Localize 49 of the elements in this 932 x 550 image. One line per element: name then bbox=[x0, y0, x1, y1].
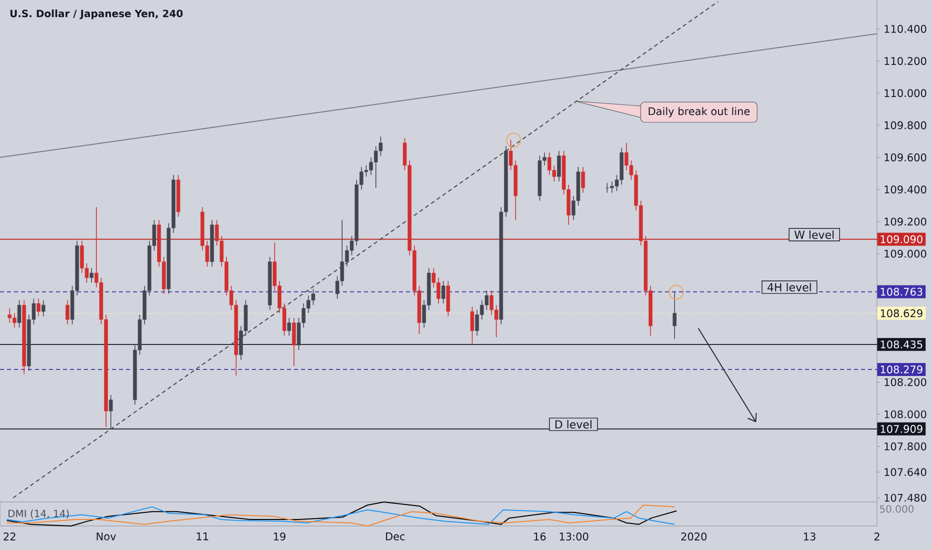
text: DMI (14, 14) bbox=[8, 510, 69, 518]
y-tick-label: 109.400 bbox=[884, 186, 926, 194]
candlestick bbox=[287, 318, 292, 336]
ref-line-label: 108.763 bbox=[880, 288, 922, 296]
candlestick bbox=[41, 300, 46, 317]
y-tick-label: 107.640 bbox=[884, 468, 926, 476]
y-tick-label: 107.480 bbox=[884, 494, 926, 502]
x-tick-label: Dec bbox=[386, 532, 405, 540]
candlestick bbox=[36, 298, 40, 317]
y-tick-label: 109.200 bbox=[884, 218, 926, 226]
y-tick-label: 109.600 bbox=[884, 153, 926, 162]
annotation: 4H level bbox=[768, 282, 811, 292]
y-tick-label: 108.200 bbox=[884, 378, 926, 386]
candlestick bbox=[581, 166, 585, 194]
text: 50.000 bbox=[880, 505, 914, 513]
y-tick-label: 109.800 bbox=[884, 121, 926, 130]
annotation: W level bbox=[794, 230, 834, 239]
candlestick bbox=[108, 394, 113, 430]
candlestick bbox=[672, 291, 676, 340]
candlestick bbox=[470, 306, 474, 344]
candlestick bbox=[17, 300, 22, 328]
x-tick-label: 2020 bbox=[681, 532, 707, 540]
candlestick bbox=[292, 318, 296, 367]
annotation: Daily break out line bbox=[648, 107, 750, 118]
ref-line-label: 108.279 bbox=[880, 366, 922, 374]
candlestick bbox=[441, 280, 446, 304]
annotation: D level bbox=[555, 420, 592, 429]
x-tick-label: 22 bbox=[4, 532, 16, 540]
ref-line-label: 108.629 bbox=[880, 309, 922, 318]
y-tick-label: 107.800 bbox=[884, 442, 926, 450]
y-tick-label: 109.000 bbox=[884, 250, 926, 258]
y-tick-label: 110.000 bbox=[884, 89, 926, 98]
candlestick bbox=[557, 150, 561, 182]
y-tick-label: 108.000 bbox=[884, 410, 926, 418]
candlestick bbox=[66, 300, 70, 325]
x-tick-label: Nov bbox=[96, 532, 116, 540]
x-tick-label: 13:00 bbox=[560, 532, 588, 540]
text: U.S. Dollar / Japanese Yen, 240 bbox=[10, 10, 183, 20]
y-tick-label: 110.400 bbox=[884, 24, 926, 33]
ref-line-label: 107.909 bbox=[880, 424, 922, 433]
y-tick-label: 110.200 bbox=[884, 57, 926, 65]
x-tick-label: 13 bbox=[804, 532, 816, 540]
ref-line-label: 108.435 bbox=[880, 340, 922, 348]
x-tick-label: 11 bbox=[196, 532, 208, 540]
x-tick-label: 16 bbox=[534, 532, 546, 540]
candlestick bbox=[90, 268, 94, 284]
x-tick-label: 19 bbox=[274, 532, 286, 540]
ref-line-label: 109.090 bbox=[880, 235, 922, 244]
x-tick-label: 2 bbox=[874, 532, 880, 540]
